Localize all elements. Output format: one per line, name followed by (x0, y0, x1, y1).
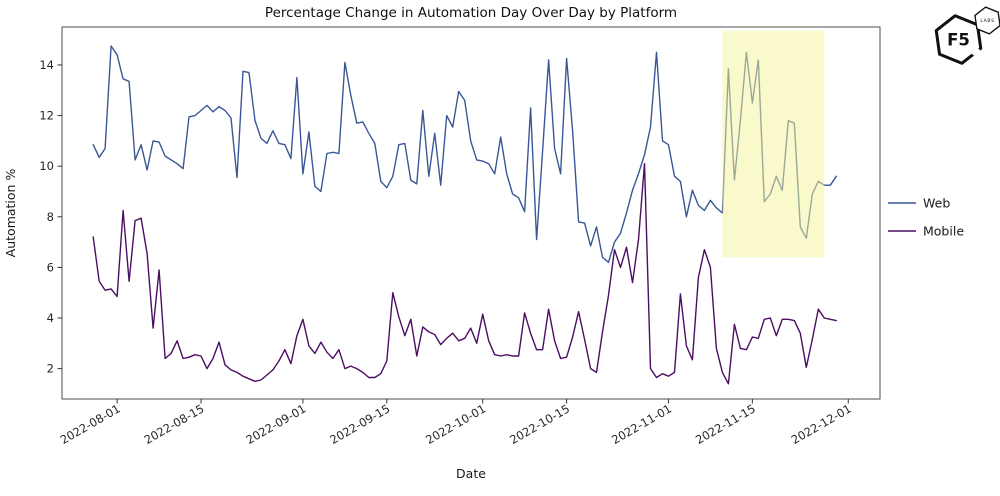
chart-title: Percentage Change in Automation Day Over… (265, 5, 677, 21)
highlight-region (722, 30, 825, 258)
y-axis-label: Automation % (3, 169, 18, 258)
x-tick-label: 2022-11-01 (609, 401, 674, 447)
x-tick-label: 2022-09-15 (327, 401, 392, 447)
y-tick-label: 10 (39, 159, 54, 173)
series-lines (92, 45, 837, 385)
series-line-mobile (92, 162, 837, 385)
x-tick-label: 2022-11-15 (693, 401, 758, 447)
y-tick-label: 8 (47, 210, 54, 224)
labs-hexagon-icon: LABS (974, 6, 1000, 35)
legend-label-mobile: Mobile (923, 224, 964, 239)
y-tick-label: 12 (39, 109, 54, 123)
plot-border (61, 26, 881, 400)
x-tick-label: 2022-08-15 (142, 401, 207, 447)
x-tick-label: 2022-10-15 (507, 401, 572, 447)
f5-labs-logo: F5 LABS (934, 6, 1000, 65)
legend-label-web: Web (923, 196, 950, 211)
x-tick-label: 2022-09-01 (244, 401, 309, 447)
legend: Web Mobile (888, 196, 964, 239)
x-tick-label: 2022-10-01 (423, 401, 488, 447)
x-axis-label: Date (456, 466, 486, 481)
y-tick-label: 14 (39, 58, 54, 72)
x-tick-label: 2022-08-01 (58, 401, 123, 447)
logo-sub-text: LABS (980, 18, 994, 24)
logo-brand-text: F5 (947, 31, 970, 50)
y-tick-label: 4 (47, 311, 54, 325)
y-tick-label: 6 (47, 260, 54, 274)
x-tick-label: 2022-12-01 (789, 401, 854, 447)
y-tick-label: 2 (47, 362, 54, 376)
series-line-web (92, 45, 837, 263)
